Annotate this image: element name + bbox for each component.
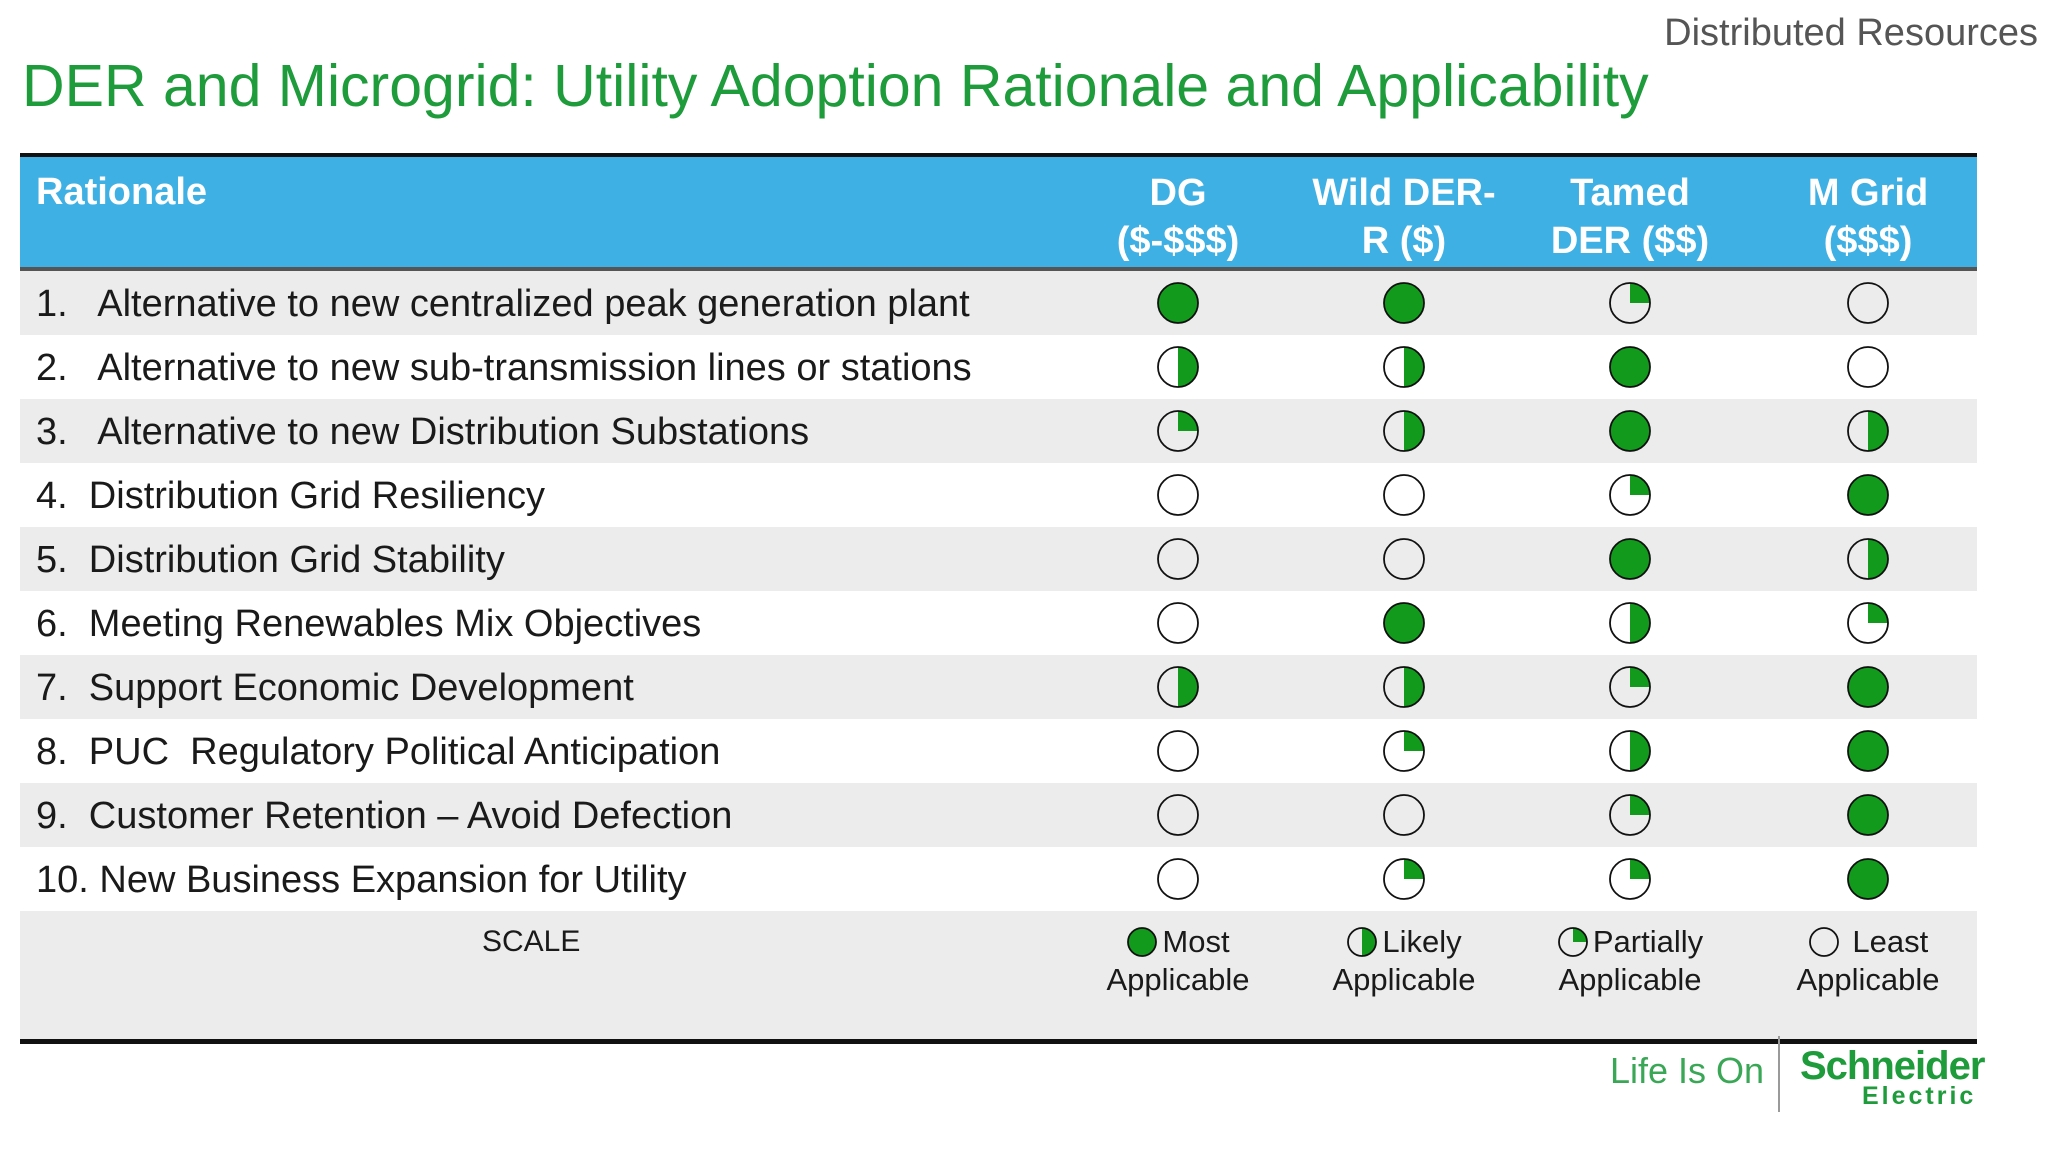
- table-body: 1. Alternative to new centralized peak g…: [20, 271, 1977, 911]
- harvey-ball-icon: [1520, 783, 1740, 847]
- harvey-ball-icon: [1068, 271, 1288, 335]
- harvey-ball-icon: [1758, 655, 1978, 719]
- harvey-ball-icon: [1294, 847, 1514, 911]
- harvey-ball-icon: [1294, 463, 1514, 527]
- footer-branding: Life Is On Schneider Electric: [1600, 1036, 2030, 1116]
- table-row: 4. Distribution Grid Resiliency: [20, 463, 1977, 527]
- scale-legend: SCALE Most Applicable Likely Applicable …: [20, 911, 1977, 1039]
- table-row: 1. Alternative to new centralized peak g…: [20, 271, 1977, 335]
- table-row: 7. Support Economic Development: [20, 655, 1977, 719]
- column-header-tamed-der: Tamed DER ($$): [1550, 172, 1710, 262]
- table-header: Rationale DG ($-$$$) Wild DER- R ($) Tamed…: [20, 157, 1977, 271]
- harvey-ball-icon: [1068, 335, 1288, 399]
- scale-item-likely: Likely Applicable: [1332, 924, 1476, 997]
- harvey-ball-icon: [1294, 783, 1514, 847]
- rationale-label: 5. Distribution Grid Stability: [36, 539, 505, 581]
- rationale-label: 8. PUC Regulatory Political Anticipation: [36, 731, 721, 773]
- table-row: 6. Meeting Renewables Mix Objectives: [20, 591, 1977, 655]
- harvey-ball-icon: [1520, 527, 1740, 591]
- harvey-ball-icon: [1758, 719, 1978, 783]
- table-row: 10. New Business Expansion for Utility: [20, 847, 1977, 911]
- life-is-on-tagline: Life Is On: [1610, 1050, 1765, 1091]
- harvey-ball-icon: [1068, 463, 1288, 527]
- column-header-wild-der: Wild DER- R ($): [1312, 172, 1496, 262]
- scale-item-least: Least Applicable: [1796, 924, 1940, 997]
- harvey-ball-icon: [1758, 335, 1978, 399]
- column-header-m-grid: M Grid ($$$): [1807, 172, 1929, 262]
- rationale-label: 7. Support Economic Development: [36, 667, 634, 709]
- column-header-dg: DG ($-$$$): [1116, 172, 1240, 262]
- table-row: 8. PUC Regulatory Political Anticipation: [20, 719, 1977, 783]
- harvey-ball-icon: [1294, 399, 1514, 463]
- harvey-ball-icon: [1808, 924, 1844, 959]
- harvey-ball-icon: [1068, 847, 1288, 911]
- harvey-ball-icon: [1758, 463, 1978, 527]
- table-row: 3. Alternative to new Distribution Subst…: [20, 399, 1977, 463]
- harvey-ball-icon: [1294, 719, 1514, 783]
- table-row: 5. Distribution Grid Stability: [20, 527, 1977, 591]
- harvey-ball-icon: [1294, 335, 1514, 399]
- harvey-ball-icon: [1068, 655, 1288, 719]
- section-label: Distributed Resources: [1664, 12, 2038, 54]
- rationale-label: 1. Alternative to new centralized peak g…: [36, 283, 970, 325]
- harvey-ball-icon: [1520, 271, 1740, 335]
- harvey-ball-icon: [1520, 335, 1740, 399]
- table-row: 2. Alternative to new sub-transmission l…: [20, 335, 1977, 399]
- harvey-ball-icon: [1758, 847, 1978, 911]
- rationale-label: 2. Alternative to new sub-transmission l…: [36, 347, 972, 389]
- rationale-label: 4. Distribution Grid Resiliency: [36, 475, 545, 517]
- harvey-ball-icon: [1068, 719, 1288, 783]
- harvey-ball-icon: [1068, 591, 1288, 655]
- scale-item-partially: Partially Applicable: [1557, 924, 1704, 997]
- harvey-ball-icon: [1520, 399, 1740, 463]
- harvey-ball-icon: [1520, 719, 1740, 783]
- scale-item-most: Most Applicable: [1106, 924, 1250, 997]
- rationale-label: 6. Meeting Renewables Mix Objectives: [36, 603, 702, 645]
- rationale-header: Rationale: [36, 171, 208, 213]
- harvey-ball-icon: [1346, 924, 1382, 959]
- scale-label: SCALE: [482, 925, 581, 958]
- schneider-logo: Schneider: [1800, 1044, 1985, 1088]
- rationale-label: 9. Customer Retention – Avoid Defection: [36, 795, 733, 837]
- harvey-ball-icon: [1758, 591, 1978, 655]
- harvey-ball-icon: [1520, 655, 1740, 719]
- page-title: DER and Microgrid: Utility Adoption Rati…: [22, 53, 1649, 119]
- harvey-ball-icon: [1294, 271, 1514, 335]
- harvey-ball-icon: [1294, 591, 1514, 655]
- schneider-logo-sub: Electric: [1862, 1082, 1977, 1110]
- harvey-ball-icon: [1520, 847, 1740, 911]
- harvey-ball-icon: [1294, 655, 1514, 719]
- harvey-ball-icon: [1068, 527, 1288, 591]
- harvey-ball-icon: [1520, 463, 1740, 527]
- footer-divider: [1778, 1036, 1780, 1112]
- harvey-ball-icon: [1758, 527, 1978, 591]
- harvey-ball-icon: [1758, 399, 1978, 463]
- rationale-label: 3. Alternative to new Distribution Subst…: [36, 411, 810, 453]
- harvey-ball-icon: [1758, 271, 1978, 335]
- harvey-ball-icon: [1520, 591, 1740, 655]
- table-row: 9. Customer Retention – Avoid Defection: [20, 783, 1977, 847]
- harvey-ball-icon: [1068, 399, 1288, 463]
- harvey-ball-icon: [1758, 783, 1978, 847]
- harvey-ball-icon: [1294, 527, 1514, 591]
- applicability-table: Rationale DG ($-$$$) Wild DER- R ($) Tamed…: [20, 153, 1977, 1044]
- harvey-ball-icon: [1557, 924, 1593, 959]
- harvey-ball-icon: [1068, 783, 1288, 847]
- rationale-label: 10. New Business Expansion for Utility: [36, 859, 687, 901]
- harvey-ball-icon: [1126, 924, 1162, 959]
